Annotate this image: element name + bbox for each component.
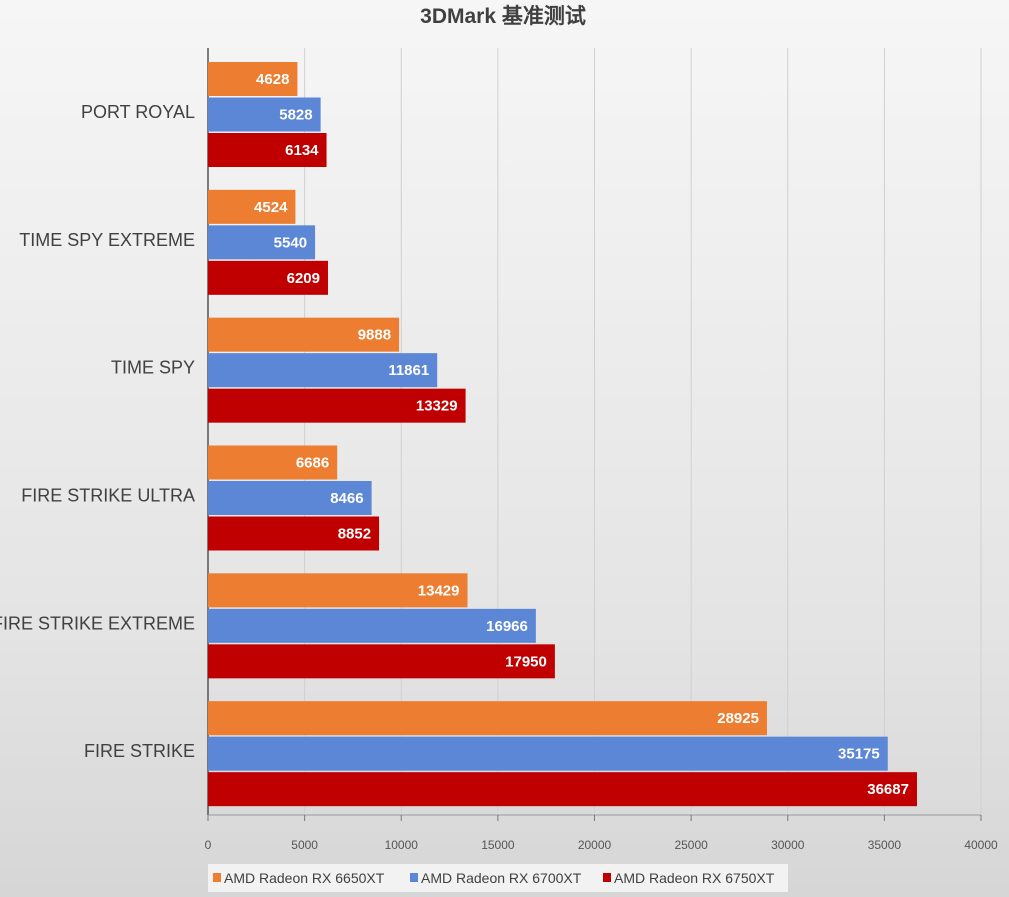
legend-label: AMD Radeon RX 6700XT bbox=[421, 870, 582, 886]
bar bbox=[208, 445, 338, 480]
category-label: TIME SPY EXTREME bbox=[19, 230, 195, 250]
data-label: 36687 bbox=[867, 781, 909, 798]
category-label: PORT ROYAL bbox=[81, 102, 195, 122]
bar bbox=[208, 608, 536, 643]
data-label: 6134 bbox=[285, 142, 319, 159]
data-label: 16966 bbox=[486, 618, 528, 635]
data-label: 4524 bbox=[254, 199, 288, 216]
bar bbox=[208, 189, 296, 224]
bar bbox=[208, 97, 321, 132]
category-label: TIME SPY bbox=[111, 358, 195, 378]
legend-swatch bbox=[213, 873, 221, 882]
bar bbox=[208, 225, 316, 260]
category-label: FIRE STRIKE ULTRA bbox=[21, 485, 195, 505]
chart-title: 3DMark 基准测试 bbox=[420, 5, 586, 28]
bar bbox=[208, 516, 380, 551]
x-tick-label: 0 bbox=[205, 838, 212, 852]
x-tick-label: 25000 bbox=[674, 838, 708, 852]
bar bbox=[208, 573, 468, 608]
x-tick-label: 35000 bbox=[868, 838, 902, 852]
data-label: 8852 bbox=[338, 526, 371, 543]
data-label: 9888 bbox=[358, 327, 391, 344]
bar bbox=[208, 317, 400, 352]
bar bbox=[208, 481, 372, 515]
data-label: 4628 bbox=[256, 71, 289, 88]
data-label: 5540 bbox=[274, 234, 307, 251]
data-label: 6686 bbox=[296, 455, 329, 472]
bar bbox=[208, 62, 298, 96]
x-tick-label: 20000 bbox=[578, 838, 612, 852]
bar bbox=[208, 772, 917, 807]
bar bbox=[208, 260, 328, 295]
legend-label: AMD Radeon RX 6750XT bbox=[614, 870, 775, 886]
data-label: 11861 bbox=[388, 362, 429, 379]
bar bbox=[208, 644, 555, 679]
bar bbox=[208, 388, 466, 423]
data-label: 17950 bbox=[505, 653, 547, 670]
x-tick-label: 5000 bbox=[291, 838, 318, 852]
data-label: 8466 bbox=[330, 490, 363, 507]
category-label: FIRE STRIKE EXTREME bbox=[0, 613, 195, 633]
legend-swatch bbox=[410, 873, 418, 882]
data-label: 28925 bbox=[717, 710, 759, 727]
bar bbox=[208, 736, 888, 771]
bar bbox=[208, 353, 438, 388]
x-tick-label: 30000 bbox=[771, 838, 805, 852]
legend-swatch bbox=[603, 873, 611, 882]
legend-label: AMD Radeon RX 6650XT bbox=[224, 870, 385, 886]
legend-box bbox=[208, 864, 788, 892]
data-label: 35175 bbox=[838, 746, 880, 763]
x-tick-label: 15000 bbox=[481, 838, 515, 852]
data-label: 6209 bbox=[287, 270, 320, 287]
x-tick-label: 40000 bbox=[964, 838, 998, 852]
x-tick-label: 10000 bbox=[385, 838, 419, 852]
data-label: 13329 bbox=[416, 398, 458, 415]
category-label: FIRE STRIKE bbox=[84, 741, 195, 761]
bar bbox=[208, 701, 767, 736]
data-label: 13429 bbox=[418, 582, 460, 599]
bar bbox=[208, 133, 327, 167]
data-label: 5828 bbox=[279, 107, 312, 124]
